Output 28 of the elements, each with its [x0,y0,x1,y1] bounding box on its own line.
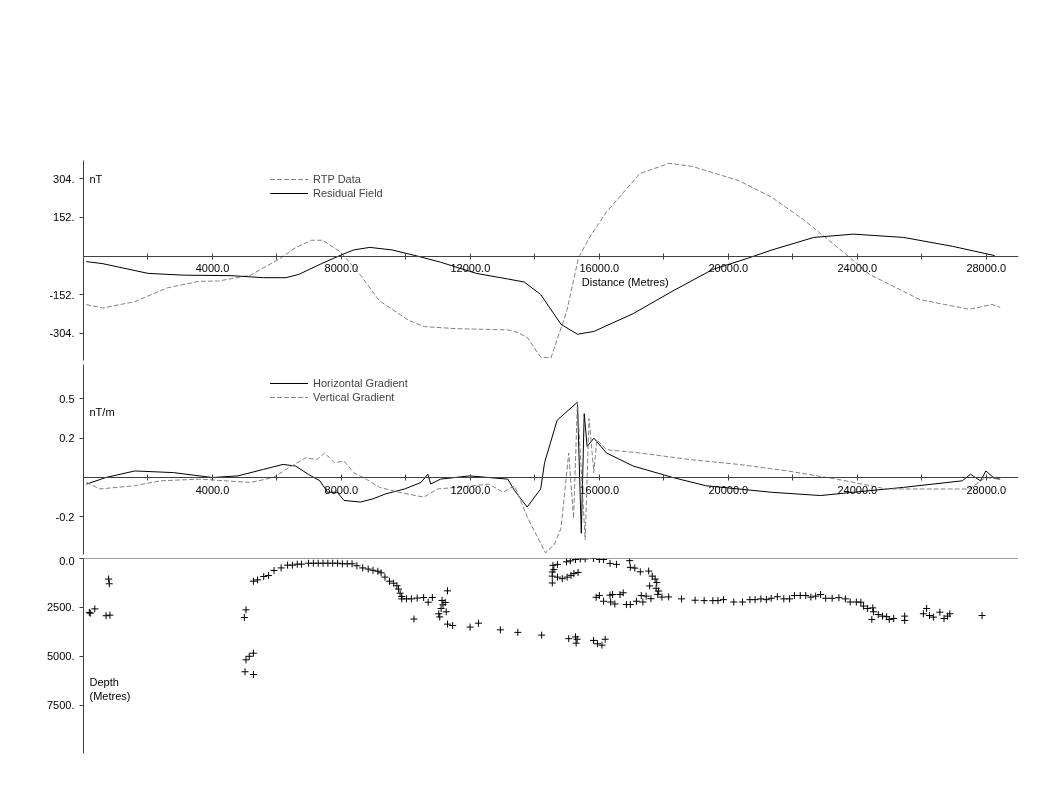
y-axis-title: nT/m [89,406,115,419]
y-tick-label: 304. [53,172,75,185]
legend-label: Horizontal Gradient [313,376,408,390]
y-tick-label: 0.2 [59,432,75,445]
y-tick-label: 0.0 [59,554,75,567]
y-tick-label: -152. [49,288,75,301]
y-tick-label: 2500. [46,601,75,614]
legend-label: RTP Data [313,172,361,186]
y-axis-title: nT [89,172,103,185]
x-tick-label: 12000.0 [450,483,491,496]
legend-label: Residual Field [313,186,383,200]
x-tick-label: 28000.0 [966,262,1007,275]
y-tick-label: 152. [53,211,75,224]
x-tick-label: 28000.0 [966,483,1007,496]
x-tick-label: 8000.0 [324,262,359,275]
x-tick-label: 4000.0 [195,262,230,275]
x-tick-label: 16000.0 [579,262,620,275]
x-tick-label: 8000.0 [324,483,359,496]
x-tick-label: 4000.0 [195,483,230,496]
y-tick-label: 5000. [46,650,75,663]
y-axis-title: Depth (Metres) [89,675,131,702]
x-tick-label: 24000.0 [837,262,878,275]
legend-label: Vertical Gradient [313,390,395,404]
x-axis-title: Distance (Metres) [581,276,669,289]
y-tick-label: 7500. [46,699,75,712]
y-tick-label: -0.2 [55,510,75,523]
y-tick-label: 0.5 [59,392,75,405]
y-tick-label: -304. [49,327,75,340]
